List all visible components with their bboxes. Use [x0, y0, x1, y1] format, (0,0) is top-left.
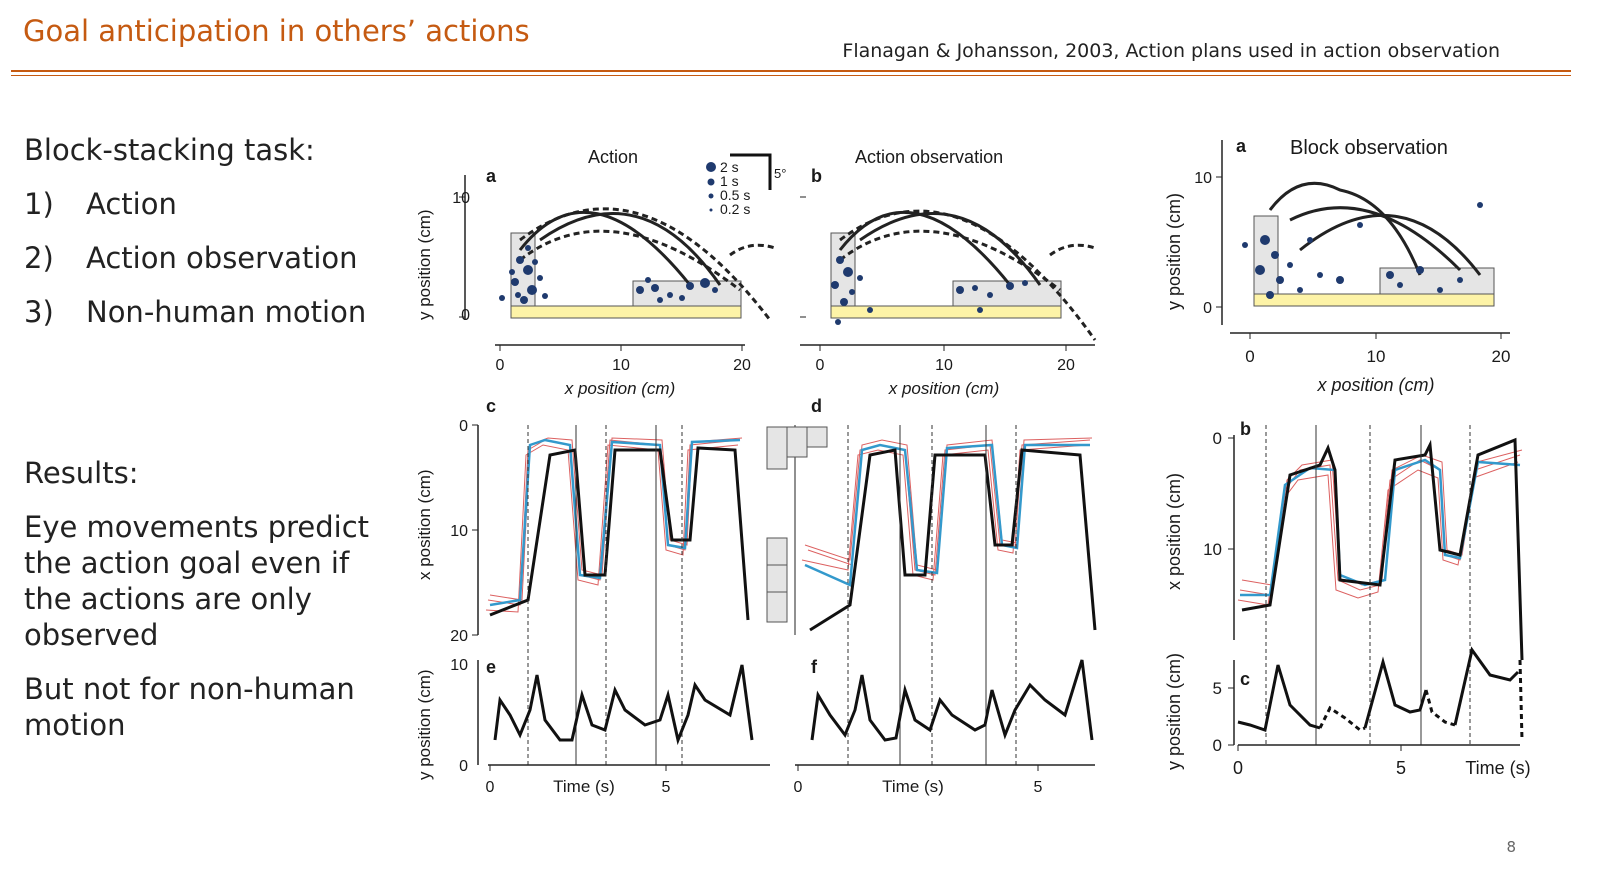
tick-label: 10 [612, 357, 630, 374]
citation: Flanagan & Johansson, 2003, Action plans… [842, 40, 1500, 62]
tick-label: 10 [1203, 540, 1222, 559]
tick-label: 5 [1034, 779, 1043, 796]
list-item-label: Action [86, 187, 177, 221]
list-item: 1) Action [24, 186, 404, 222]
results-paragraph-1: Eye movements predict the action goal ev… [24, 510, 370, 652]
y-axis-label: y position (cm) [415, 669, 434, 780]
list-item-label: Action observation [86, 241, 358, 275]
results-section: Results: Eye movements predict the actio… [24, 455, 404, 761]
tick-label: 10 [1367, 347, 1386, 366]
tick-label: 20 [1492, 347, 1511, 366]
tick-label: 0 [816, 357, 825, 374]
panel-e: 10 0 y position (cm) e 0 5 Time (s) [415, 657, 770, 796]
tick-label: 5 [1213, 679, 1222, 698]
tick-label: 0 [794, 779, 803, 796]
tick-label: 10 [450, 657, 468, 674]
tick-label: 0 [496, 357, 505, 374]
x-axis-label: Time (s) [882, 777, 944, 796]
page-number: 8 [1506, 838, 1516, 856]
scale-label: 5° [774, 166, 786, 181]
panel-title: Action observation [855, 147, 1003, 167]
tick-label: 0 [459, 758, 468, 775]
panel-title: Block observation [1290, 137, 1448, 159]
tick-label: 5 [1396, 758, 1406, 778]
tick-label: 0 [1233, 758, 1243, 778]
legend-item: 0.2 s [720, 201, 750, 217]
list-item-number: 2) [24, 241, 54, 275]
legend-item: 1 s [720, 173, 739, 189]
tick-label: 20 [733, 357, 751, 374]
panel-title: Action [588, 147, 638, 167]
x-axis-label: Time (s) [1465, 758, 1530, 778]
panel-letter: e [486, 657, 496, 677]
panel-letter: b [1240, 419, 1251, 439]
tick-label: 10 [452, 190, 470, 207]
x-axis-label: Time (s) [553, 777, 615, 796]
list-item-label: Non-human motion [86, 295, 367, 329]
svg-text:0: 0 [1213, 429, 1222, 448]
x-axis-label: x position (cm) [888, 379, 1000, 398]
panel-letter: a [486, 166, 497, 186]
panel-letter: b [811, 166, 822, 186]
tick-label: 20 [1057, 357, 1075, 374]
block-panel-b: 0 10 x position (cm) b [1164, 419, 1524, 661]
panel-c: 0 10 20 x position (cm) c [415, 396, 750, 645]
panel-d: d [794, 396, 1097, 635]
legend-item: 0.5 s [720, 187, 750, 203]
duration-legend: 2 s 1 s 0.5 s 0.2 s 5° [706, 153, 786, 217]
y-axis-label: x position (cm) [415, 469, 434, 580]
panel-letter: a [1236, 136, 1247, 156]
panel-letter: d [811, 396, 822, 416]
panel-a: 0 10 0 10 20 x position (cm) y position … [415, 147, 786, 398]
block-panel-a: 10 0 0 10 20 x position (cm) y position … [1164, 136, 1510, 395]
panel-letter: c [486, 396, 496, 416]
panel-b: 0 10 20 x position (cm) b Action observa… [800, 147, 1097, 398]
svg-text:0: 0 [459, 418, 468, 435]
tick-label: 0 [461, 307, 470, 324]
list-item: 3) Non-human motion [24, 294, 404, 330]
tick-label: 10 [1194, 170, 1212, 187]
y-axis-label: x position (cm) [1164, 473, 1184, 590]
tick-label: 0 [1203, 300, 1212, 317]
tick-label: 5 [662, 779, 671, 796]
task-list: Block-stacking task: 1) Action 2) Action… [24, 132, 404, 348]
slide-title: Goal anticipation in others’ actions [23, 14, 530, 48]
y-axis-label: y position (cm) [415, 209, 434, 320]
y-axis-label: y position (cm) [1164, 653, 1184, 770]
legend-item: 2 s [720, 159, 739, 175]
title-divider [11, 70, 1571, 76]
list-item-number: 1) [24, 187, 54, 221]
panel-letter: c [1240, 669, 1250, 689]
tick-label: 10 [935, 357, 953, 374]
list-item-number: 3) [24, 295, 54, 329]
tick-label: 20 [450, 628, 468, 645]
x-axis-label: x position (cm) [1316, 375, 1434, 395]
y-axis-label: y position (cm) [1164, 193, 1184, 310]
results-paragraph-2: But not for non-human motion [24, 672, 355, 742]
task-intro: Block-stacking task: [24, 133, 315, 167]
block-panel-c: 5 0 y position (cm) c 0 5 Time (s) [1164, 646, 1531, 778]
x-axis-label: x position (cm) [564, 379, 676, 398]
tick-label: 0 [486, 779, 495, 796]
panel-f: f 0 5 Time (s) [794, 657, 1095, 796]
tick-label: 0 [1245, 347, 1254, 366]
tick-label: 0 [1213, 736, 1222, 755]
results-heading: Results: [24, 456, 139, 490]
list-item: 2) Action observation [24, 240, 404, 276]
tick-label: 10 [450, 523, 468, 540]
block-icons [766, 426, 828, 623]
panel-letter: f [811, 657, 818, 677]
